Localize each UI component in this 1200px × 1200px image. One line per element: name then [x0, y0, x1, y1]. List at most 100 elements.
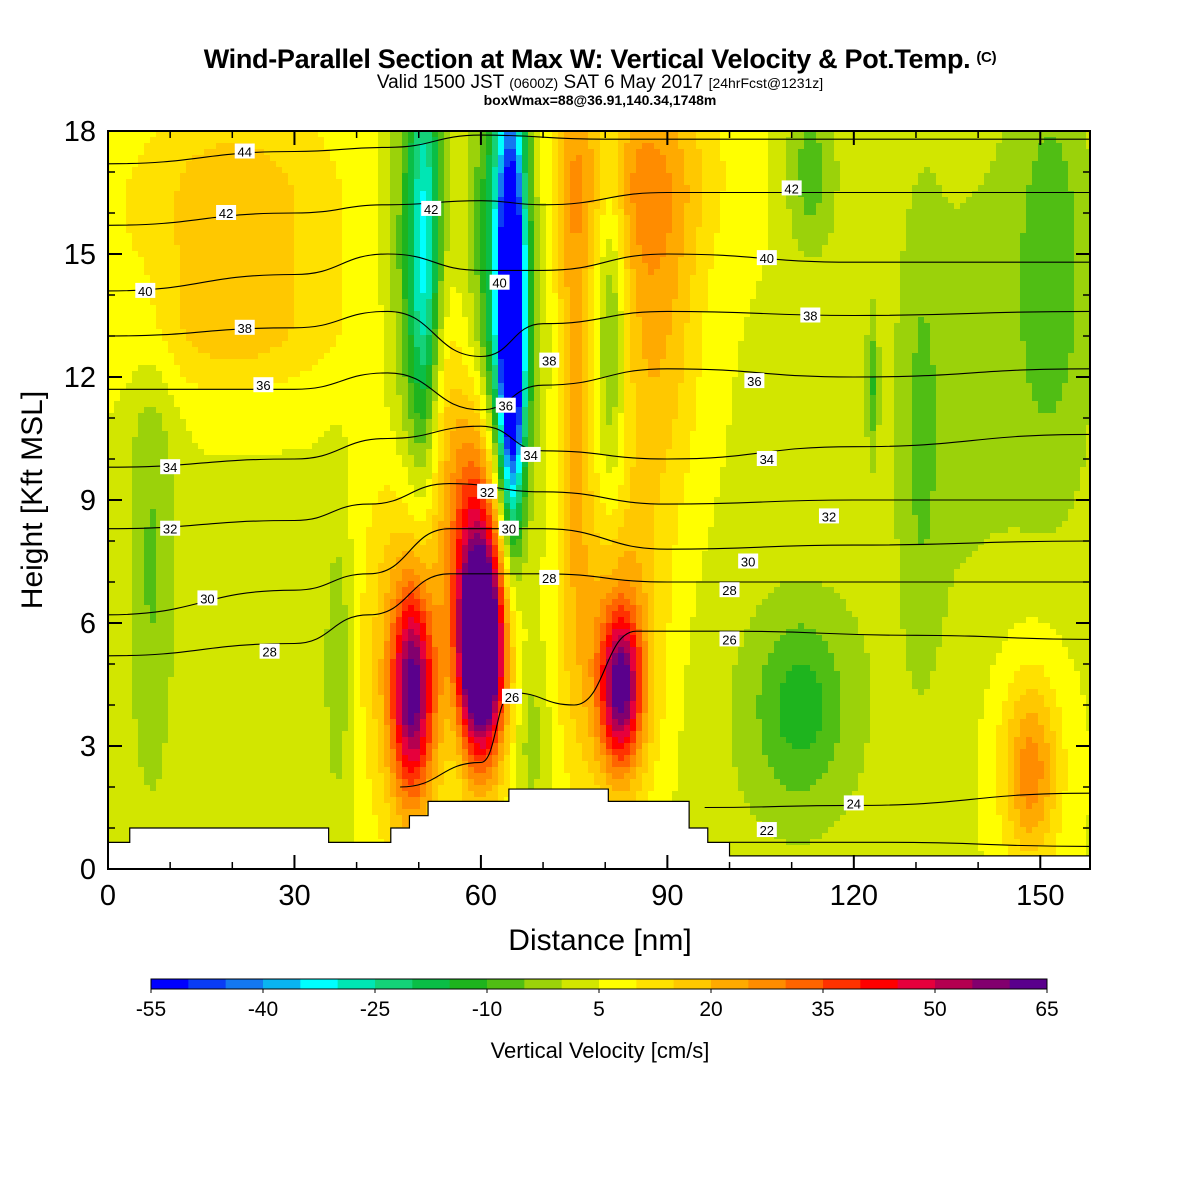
w-cell	[138, 197, 145, 204]
w-cell	[1002, 293, 1009, 300]
w-cell	[792, 197, 799, 204]
w-cell	[234, 227, 241, 234]
w-cell	[738, 173, 745, 180]
w-cell	[948, 137, 955, 144]
w-cell	[174, 143, 181, 150]
w-cell	[246, 311, 253, 318]
w-cell	[810, 179, 817, 186]
w-cell	[660, 257, 667, 264]
w-cell	[810, 263, 817, 270]
w-cell	[768, 287, 775, 294]
w-cell	[876, 281, 883, 288]
w-cell	[522, 179, 529, 186]
w-cell	[1068, 221, 1075, 228]
w-cell	[798, 245, 805, 252]
w-cell	[174, 311, 181, 318]
w-cell	[1008, 245, 1015, 252]
w-cell	[738, 143, 745, 150]
w-cell	[234, 179, 241, 186]
w-cell	[762, 233, 769, 240]
w-cell	[672, 227, 679, 234]
w-cell	[696, 185, 703, 192]
w-cell	[336, 215, 343, 222]
w-cell	[294, 281, 301, 288]
w-cell	[852, 179, 859, 186]
w-cell	[618, 155, 625, 162]
w-cell	[774, 233, 781, 240]
w-cell	[456, 227, 463, 234]
w-cell	[444, 191, 451, 198]
w-cell	[330, 173, 337, 180]
w-cell	[312, 191, 319, 198]
w-cell	[336, 191, 343, 198]
w-cell	[594, 155, 601, 162]
w-cell	[864, 221, 871, 228]
w-cell	[372, 185, 379, 192]
w-cell	[288, 227, 295, 234]
w-cell	[648, 233, 655, 240]
w-cell	[570, 197, 577, 204]
w-cell	[780, 209, 787, 216]
w-cell	[126, 197, 133, 204]
w-cell	[186, 251, 193, 258]
w-cell	[594, 221, 601, 228]
w-cell	[912, 239, 919, 246]
w-cell	[564, 281, 571, 288]
w-cell	[348, 245, 355, 252]
w-cell	[504, 227, 511, 234]
w-cell	[336, 275, 343, 282]
w-cell	[894, 149, 901, 156]
w-cell	[684, 275, 691, 282]
w-cell	[156, 275, 163, 282]
w-cell	[702, 233, 709, 240]
w-cell	[918, 239, 925, 246]
w-cell	[522, 161, 529, 168]
w-cell	[528, 281, 535, 288]
w-cell	[1074, 197, 1081, 204]
w-cell	[1026, 143, 1033, 150]
w-cell	[168, 197, 175, 204]
w-cell	[1038, 179, 1045, 186]
w-cell	[456, 299, 463, 306]
w-cell	[300, 281, 307, 288]
w-cell	[930, 281, 937, 288]
w-cell	[714, 227, 721, 234]
w-cell	[750, 287, 757, 294]
w-cell	[696, 149, 703, 156]
w-cell	[792, 227, 799, 234]
w-cell	[282, 239, 289, 246]
w-cell	[1020, 221, 1027, 228]
w-cell	[426, 155, 433, 162]
w-cell	[1074, 263, 1081, 270]
w-cell	[252, 221, 259, 228]
w-cell	[882, 263, 889, 270]
w-cell	[720, 239, 727, 246]
w-cell	[804, 197, 811, 204]
w-cell	[120, 227, 127, 234]
w-cell	[414, 155, 421, 162]
w-cell	[312, 167, 319, 174]
w-cell	[492, 173, 499, 180]
w-cell	[780, 287, 787, 294]
w-cell	[816, 263, 823, 270]
w-cell	[306, 149, 313, 156]
w-cell	[306, 233, 313, 240]
w-cell	[816, 173, 823, 180]
w-cell	[684, 167, 691, 174]
w-cell	[456, 287, 463, 294]
w-cell	[468, 281, 475, 288]
w-cell	[666, 149, 673, 156]
w-cell	[726, 209, 733, 216]
w-cell	[732, 275, 739, 282]
w-cell	[684, 263, 691, 270]
w-cell	[738, 161, 745, 168]
w-cell	[900, 275, 907, 282]
w-cell	[300, 293, 307, 300]
w-cell	[648, 173, 655, 180]
w-cell	[546, 161, 553, 168]
w-cell	[864, 167, 871, 174]
w-cell	[138, 191, 145, 198]
w-cell	[1068, 305, 1075, 312]
w-cell	[588, 161, 595, 168]
w-cell	[384, 233, 391, 240]
